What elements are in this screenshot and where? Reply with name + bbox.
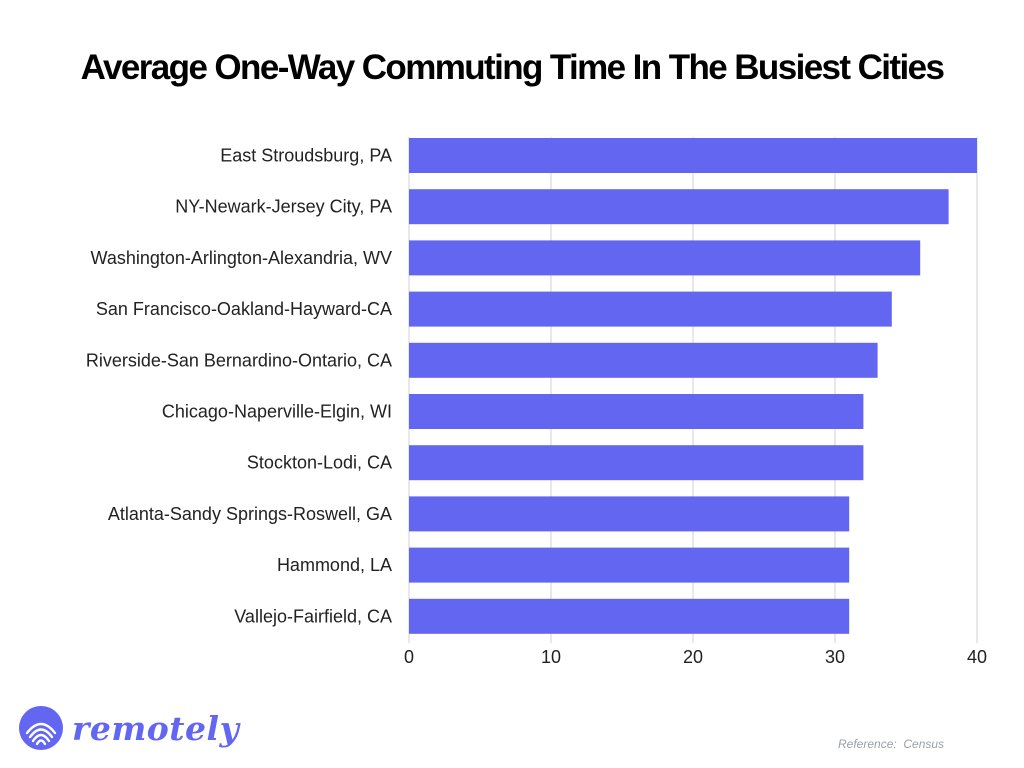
chart-title: Average One-Way Commuting Time In The Bu…: [80, 48, 945, 87]
bar: [409, 394, 864, 429]
remotely-logo-icon: [19, 706, 63, 750]
category-label: East Stroudsburg, PA: [220, 146, 392, 166]
bar: [409, 496, 850, 532]
bar-chart: East Stroudsburg, PA NY-Newark-Jersey Cit…: [86, 137, 987, 667]
category-labels: East Stroudsburg, PA NY-Newark-Jersey Cit…: [86, 146, 392, 627]
bar: [409, 342, 878, 378]
category-label: San Francisco-Oakland-Hayward-CA: [96, 299, 392, 319]
bar: [409, 547, 850, 583]
bar: [409, 291, 892, 327]
x-axis-ticks: 0 10 20 30 40: [404, 647, 987, 667]
category-label: Washington-Arlington-Alexandria, WV: [91, 248, 392, 268]
x-tick-label: 20: [683, 647, 703, 667]
category-label: Riverside-San Bernardino-Ontario, CA: [86, 350, 392, 370]
x-tick-label: 0: [404, 647, 414, 667]
reference-note: Reference: Census: [838, 737, 945, 751]
category-label: Chicago-Naperville-Elgin, WI: [162, 402, 392, 422]
category-label: NY-Newark-Jersey City, PA: [175, 197, 392, 217]
bars: [409, 138, 977, 634]
bar: [409, 138, 977, 173]
bar: [409, 598, 850, 634]
category-label: Vallejo-Fairfield, CA: [234, 606, 392, 626]
bar: [409, 240, 921, 276]
x-tick-label: 40: [967, 647, 987, 667]
x-tick-label: 30: [825, 647, 845, 667]
bar: [409, 445, 864, 481]
category-label: Stockton-Lodi, CA: [247, 453, 392, 473]
category-label: Atlanta-Sandy Springs-Roswell, GA: [108, 504, 392, 524]
category-label: Hammond, LA: [277, 555, 392, 575]
remotely-logo: remotely: [18, 703, 239, 753]
bar: [409, 189, 949, 225]
x-tick-label: 10: [541, 647, 561, 667]
remotely-logo-text: remotely: [72, 708, 240, 748]
